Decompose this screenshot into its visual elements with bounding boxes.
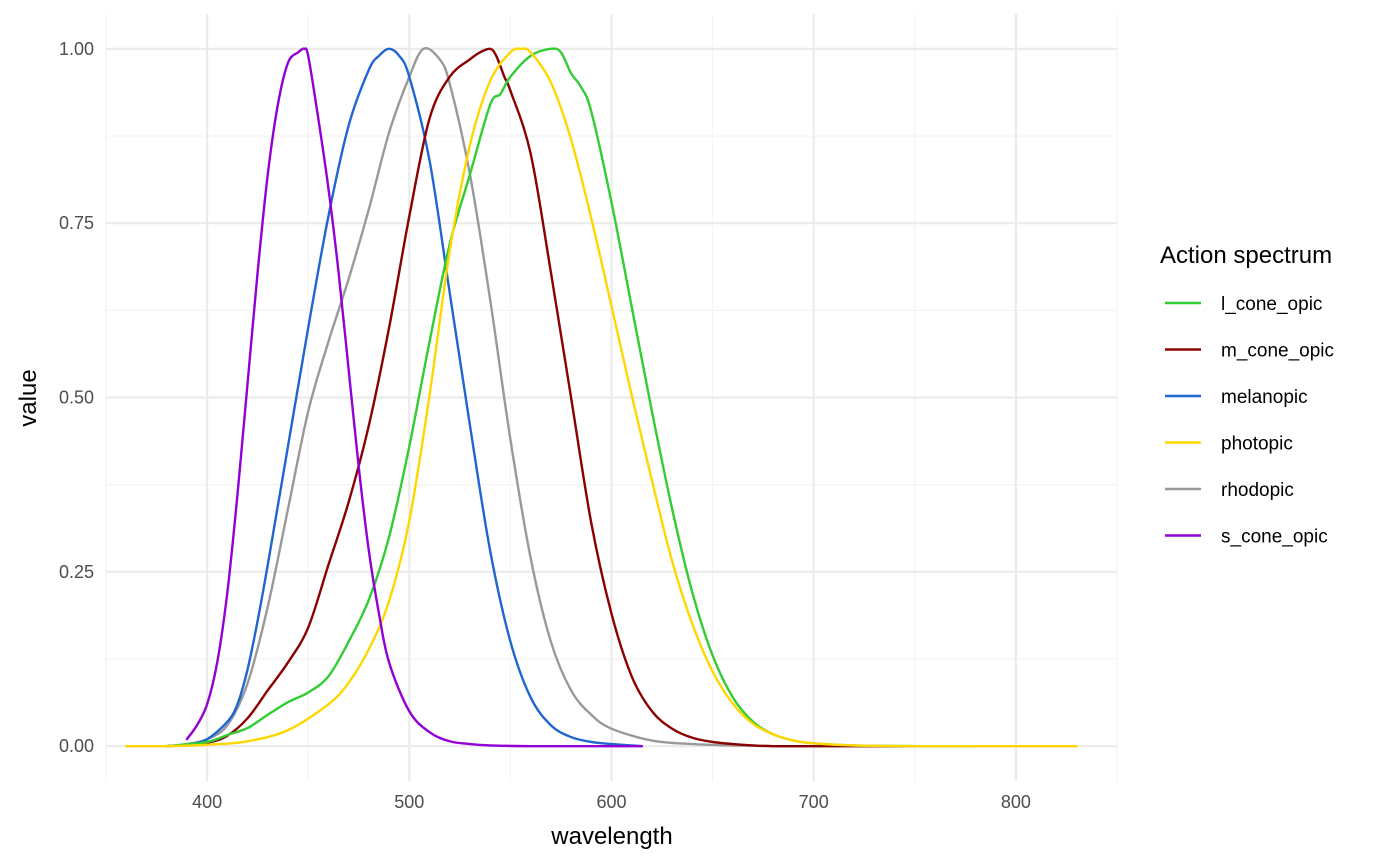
y-axis-title: value — [15, 369, 42, 426]
y-tick-label: 0.50 — [59, 388, 94, 408]
legend-label: melanopic — [1221, 387, 1308, 408]
y-tick-label: 1.00 — [59, 39, 94, 59]
legend-label: photopic — [1221, 434, 1293, 455]
series-lines — [125, 47, 1078, 748]
y-tick-label: 0.75 — [59, 213, 94, 233]
series-line-l-cone-opic — [165, 47, 977, 748]
y-tick-label: 0.25 — [59, 562, 94, 582]
legend-title: Action spectrum — [1160, 242, 1332, 269]
tick-labels: 400 500 600 700 800 0.00 0.25 0.50 0.75 1.00 — [59, 39, 1031, 812]
legend-items: l_cone_opic m_cone_opic melanopic photopic r… — [1165, 294, 1334, 548]
legend: Action spectrum l_cone_opic m_cone_opicme… — [1160, 242, 1334, 548]
x-tick-label: 500 — [394, 792, 424, 812]
series-line-photopic — [125, 47, 1078, 748]
series-line-s-cone-opic — [185, 47, 644, 748]
x-tick-label: 400 — [192, 792, 222, 812]
legend-item: m_cone_opic — [1165, 341, 1334, 362]
legend-label: s_cone_opic — [1221, 527, 1328, 548]
series-line-melanopic — [165, 47, 644, 748]
legend-item: photopic — [1165, 434, 1293, 455]
legend-item: rhodopic — [1165, 480, 1294, 501]
legend-label: l_cone_opic — [1221, 294, 1322, 315]
legend-item: melanopic — [1165, 387, 1308, 408]
legend-label: rhodopic — [1221, 480, 1294, 501]
x-tick-label: 600 — [596, 792, 626, 812]
y-tick-label: 0.00 — [59, 736, 94, 756]
x-tick-label: 700 — [799, 792, 829, 812]
legend-item: s_cone_opic — [1165, 527, 1328, 548]
x-axis-title: wavelength — [550, 823, 672, 850]
series-line-rhodopic — [165, 47, 977, 748]
legend-label: m_cone_opic — [1221, 341, 1334, 362]
grid-lines — [105, 14, 1118, 781]
series-line-m-cone-opic — [165, 47, 977, 748]
legend-item: l_cone_opic — [1165, 294, 1322, 315]
x-tick-label: 800 — [1001, 792, 1031, 812]
